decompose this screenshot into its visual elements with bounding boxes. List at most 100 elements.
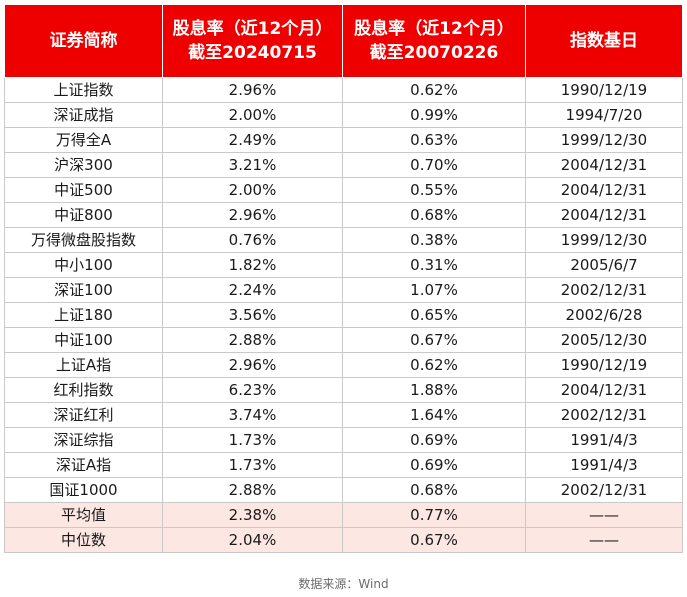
table-row: 深证A指 1.73% 0.69% 1991/4/3 [4,452,683,478]
cell-yield-2007: 0.38% [342,227,526,253]
header-yield-2024: 股息率（近12个月） 截至20240715 [162,4,343,78]
cell-yield-2007: 0.63% [342,127,526,153]
cell-yield-2007: 0.65% [342,302,526,328]
cell-base-date: 2004/12/31 [525,152,683,178]
cell-security-name: 深证100 [4,277,163,303]
cell-yield-2024: 2.24% [162,277,343,303]
table-row: 深证成指 2.00% 0.99% 1994/7/20 [4,102,683,128]
cell-yield-2024: 3.21% [162,152,343,178]
cell-base-date: 1991/4/3 [525,452,683,478]
cell-yield-2007: 0.62% [342,352,526,378]
cell-yield-2024: 2.88% [162,327,343,353]
table-row: 万得微盘股指数 0.76% 0.38% 1999/12/30 [4,227,683,253]
cell-yield-2024: 6.23% [162,377,343,403]
cell-security-name: 深证成指 [4,102,163,128]
table-row: 上证指数 2.96% 0.62% 1990/12/19 [4,77,683,103]
cell-base-date: 1999/12/30 [525,227,683,253]
cell-yield-2007: 0.68% [342,477,526,503]
cell-security-name: 平均值 [4,502,163,528]
cell-base-date: 2005/12/30 [525,327,683,353]
cell-security-name: 红利指数 [4,377,163,403]
cell-yield-2007: 0.55% [342,177,526,203]
cell-base-date: —— [525,502,683,528]
cell-base-date: 2002/6/28 [525,302,683,328]
cell-base-date: 2002/12/31 [525,477,683,503]
cell-security-name: 上证180 [4,302,163,328]
summary-row: 中位数 2.04% 0.67% —— [4,527,683,553]
cell-security-name: 深证A指 [4,452,163,478]
cell-yield-2024: 2.96% [162,202,343,228]
cell-yield-2007: 0.77% [342,502,526,528]
summary-row: 平均值 2.38% 0.77% —— [4,502,683,528]
cell-yield-2024: 2.96% [162,352,343,378]
cell-yield-2007: 1.64% [342,402,526,428]
cell-security-name: 中小100 [4,252,163,278]
cell-yield-2007: 0.69% [342,452,526,478]
cell-yield-2024: 3.74% [162,402,343,428]
table-row: 中证800 2.96% 0.68% 2004/12/31 [4,202,683,228]
cell-base-date: 2002/12/31 [525,277,683,303]
cell-yield-2024: 0.76% [162,227,343,253]
table-row: 国证1000 2.88% 0.68% 2002/12/31 [4,477,683,503]
cell-security-name: 万得全A [4,127,163,153]
table-row: 上证A指 2.96% 0.62% 1990/12/19 [4,352,683,378]
header-security-name: 证券简称 [4,4,163,78]
cell-base-date: 2004/12/31 [525,177,683,203]
header-base-date: 指数基日 [525,4,683,78]
cell-yield-2007: 1.88% [342,377,526,403]
cell-yield-2024: 2.04% [162,527,343,553]
cell-yield-2007: 0.62% [342,77,526,103]
cell-base-date: 2004/12/31 [525,202,683,228]
cell-yield-2024: 2.00% [162,102,343,128]
cell-base-date: 1990/12/19 [525,77,683,103]
cell-security-name: 上证A指 [4,352,163,378]
cell-yield-2024: 2.49% [162,127,343,153]
cell-yield-2007: 1.07% [342,277,526,303]
table-row: 深证综指 1.73% 0.69% 1991/4/3 [4,427,683,453]
cell-security-name: 深证红利 [4,402,163,428]
cell-yield-2024: 2.38% [162,502,343,528]
cell-security-name: 国证1000 [4,477,163,503]
cell-yield-2007: 0.67% [342,327,526,353]
cell-security-name: 万得微盘股指数 [4,227,163,253]
source-note: 数据来源：Wind [298,577,389,591]
dividend-yield-table: 证券简称 股息率（近12个月） 截至20240715 股息率（近12个月） 截至… [4,4,683,553]
header-yield-2007: 股息率（近12个月） 截至20070226 [342,4,526,78]
cell-yield-2007: 0.68% [342,202,526,228]
table-row: 深证红利 3.74% 1.64% 2002/12/31 [4,402,683,428]
cell-security-name: 中证500 [4,177,163,203]
cell-yield-2024: 1.73% [162,427,343,453]
dividend-yield-table-container: 证券简称 股息率（近12个月） 截至20240715 股息率（近12个月） 截至… [4,4,683,553]
cell-yield-2007: 0.69% [342,427,526,453]
table-row: 深证100 2.24% 1.07% 2002/12/31 [4,277,683,303]
table-row: 中小100 1.82% 0.31% 2005/6/7 [4,252,683,278]
cell-yield-2024: 2.88% [162,477,343,503]
cell-yield-2024: 1.82% [162,252,343,278]
cell-base-date: 2002/12/31 [525,402,683,428]
cell-security-name: 中证800 [4,202,163,228]
cell-security-name: 中证100 [4,327,163,353]
table-row: 万得全A 2.49% 0.63% 1999/12/30 [4,127,683,153]
cell-yield-2024: 2.00% [162,177,343,203]
cell-yield-2007: 0.67% [342,527,526,553]
cell-base-date: 1991/4/3 [525,427,683,453]
cell-yield-2007: 0.99% [342,102,526,128]
cell-yield-2024: 2.96% [162,77,343,103]
cell-base-date: 1990/12/19 [525,352,683,378]
cell-base-date: 1994/7/20 [525,102,683,128]
table-row: 红利指数 6.23% 1.88% 2004/12/31 [4,377,683,403]
cell-security-name: 上证指数 [4,77,163,103]
cell-base-date: 2004/12/31 [525,377,683,403]
cell-yield-2007: 0.70% [342,152,526,178]
cell-base-date: —— [525,527,683,553]
table-row: 中证100 2.88% 0.67% 2005/12/30 [4,327,683,353]
cell-yield-2024: 1.73% [162,452,343,478]
cell-security-name: 深证综指 [4,427,163,453]
cell-security-name: 沪深300 [4,152,163,178]
table-header-row: 证券简称 股息率（近12个月） 截至20240715 股息率（近12个月） 截至… [4,4,683,78]
table-row: 沪深300 3.21% 0.70% 2004/12/31 [4,152,683,178]
table-row: 上证180 3.56% 0.65% 2002/6/28 [4,302,683,328]
cell-base-date: 1999/12/30 [525,127,683,153]
cell-yield-2024: 3.56% [162,302,343,328]
table-row: 中证500 2.00% 0.55% 2004/12/31 [4,177,683,203]
